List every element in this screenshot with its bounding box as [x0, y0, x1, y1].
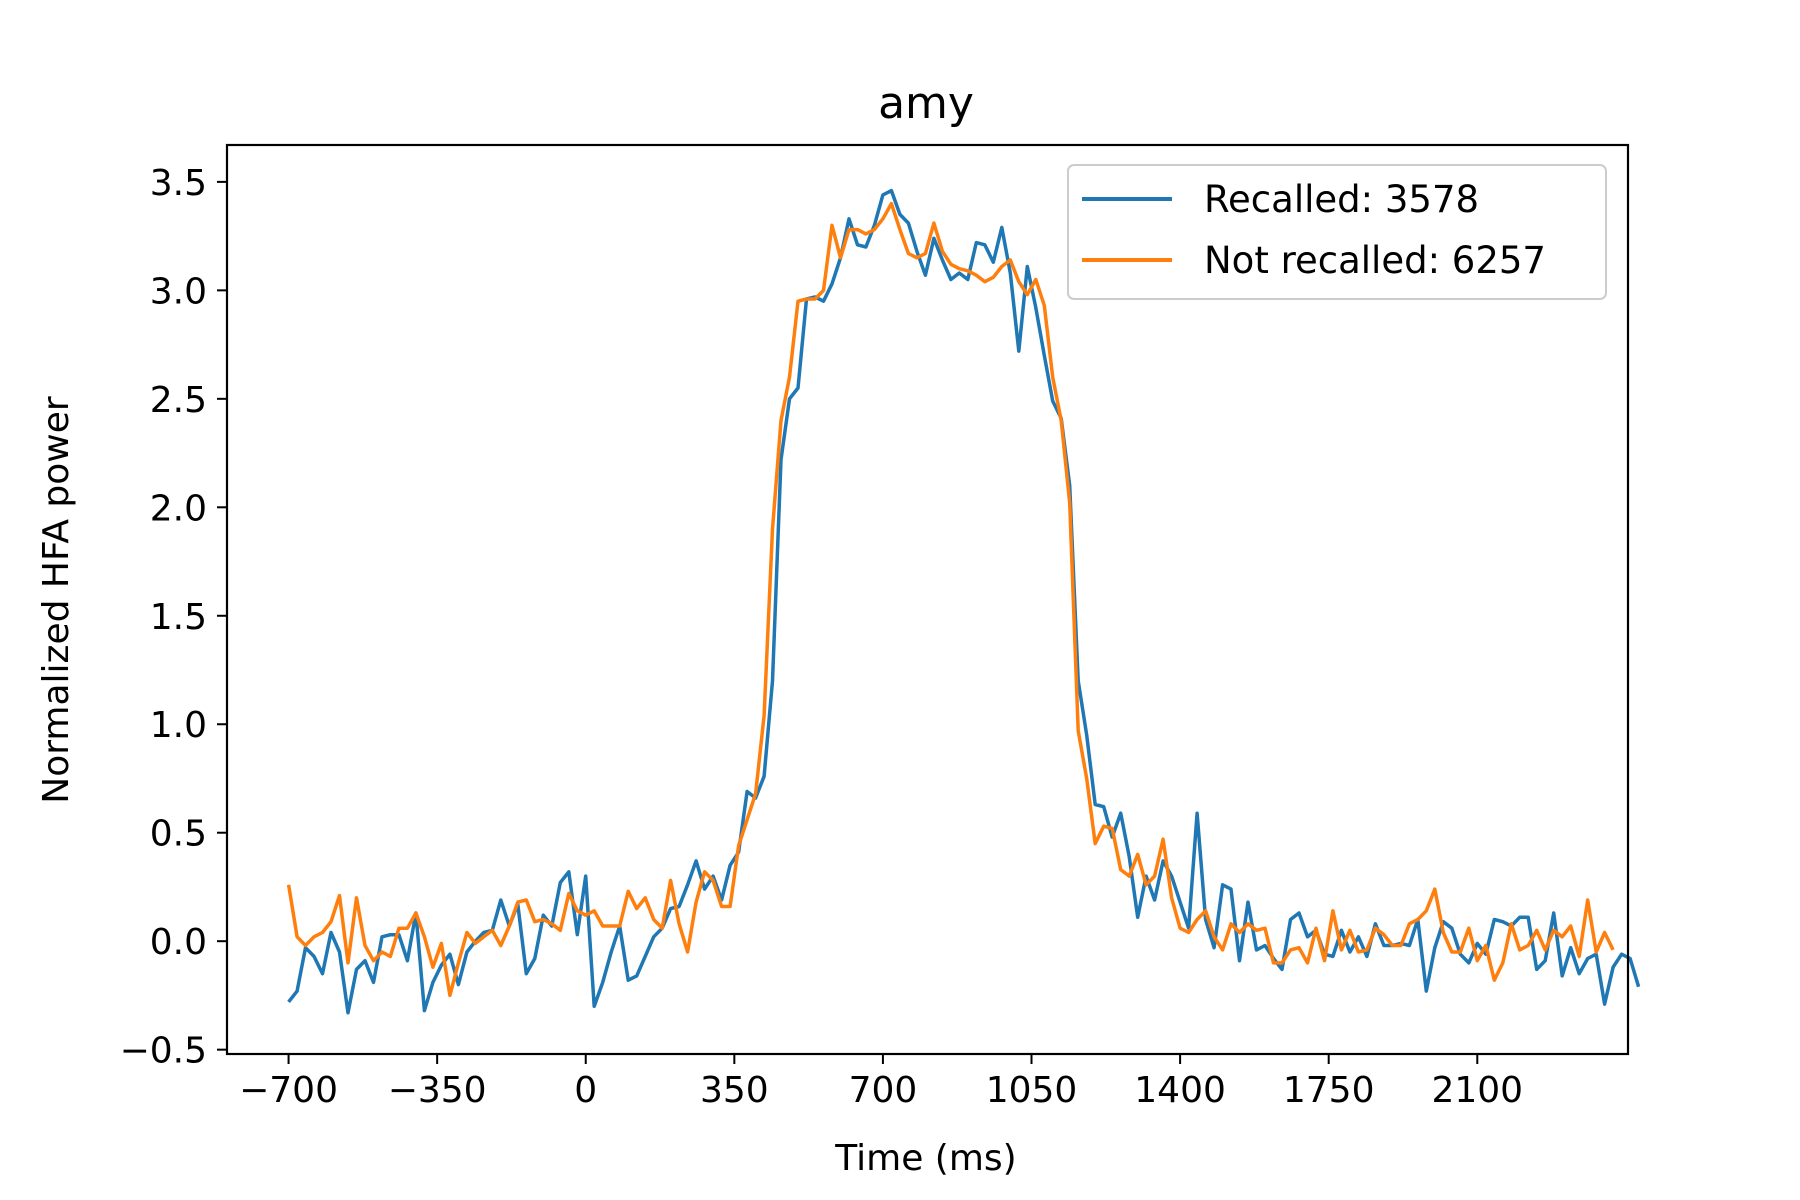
x-tick-label: −350: [388, 1070, 487, 1111]
y-tick-label: 2.0: [150, 488, 207, 529]
x-tick-label: 2100: [1431, 1070, 1523, 1111]
x-axis: −700 −350 0 350 700 1050 1400 1750 2100: [239, 1054, 1523, 1111]
x-tick-label: −700: [239, 1070, 338, 1111]
legend: Recalled: 3578 Not recalled: 6257: [1067, 164, 1607, 300]
y-axis-label: Normalized HFA power: [36, 396, 77, 804]
y-tick-label: 3.5: [150, 163, 207, 204]
chart-title: amy: [878, 78, 974, 129]
x-tick-label: 1400: [1134, 1070, 1226, 1111]
legend-box: [1067, 164, 1607, 300]
x-tick-label: 350: [700, 1070, 769, 1111]
y-tick-label: 1.5: [150, 597, 207, 638]
x-tick-label: 1750: [1283, 1070, 1375, 1111]
y-tick-label: 0.0: [150, 922, 207, 963]
x-tick-label: 700: [849, 1070, 918, 1111]
y-tick-label: 0.5: [150, 814, 207, 855]
series-layer: [286, 188, 1641, 1015]
y-tick-label: 3.0: [150, 271, 207, 312]
y-axis: −0.5 0.0 0.5 1.0 1.5 2.0 2.5 3.0 3.5: [120, 163, 227, 1072]
x-axis-label: Time (ms): [834, 1138, 1016, 1179]
x-tick-label: 1050: [986, 1070, 1078, 1111]
series-line-not-recalled: [286, 201, 1615, 998]
x-tick-label: 0: [574, 1070, 597, 1111]
plot-frame: [225, 143, 1630, 1056]
y-tick-label: −0.5: [120, 1031, 207, 1072]
y-tick-label: 2.5: [150, 380, 207, 421]
y-tick-label: 1.0: [150, 705, 207, 746]
legend-label-recalled: Recalled: 3578: [1204, 178, 1479, 221]
legend-label-not-recalled: Not recalled: 6257: [1204, 239, 1546, 282]
